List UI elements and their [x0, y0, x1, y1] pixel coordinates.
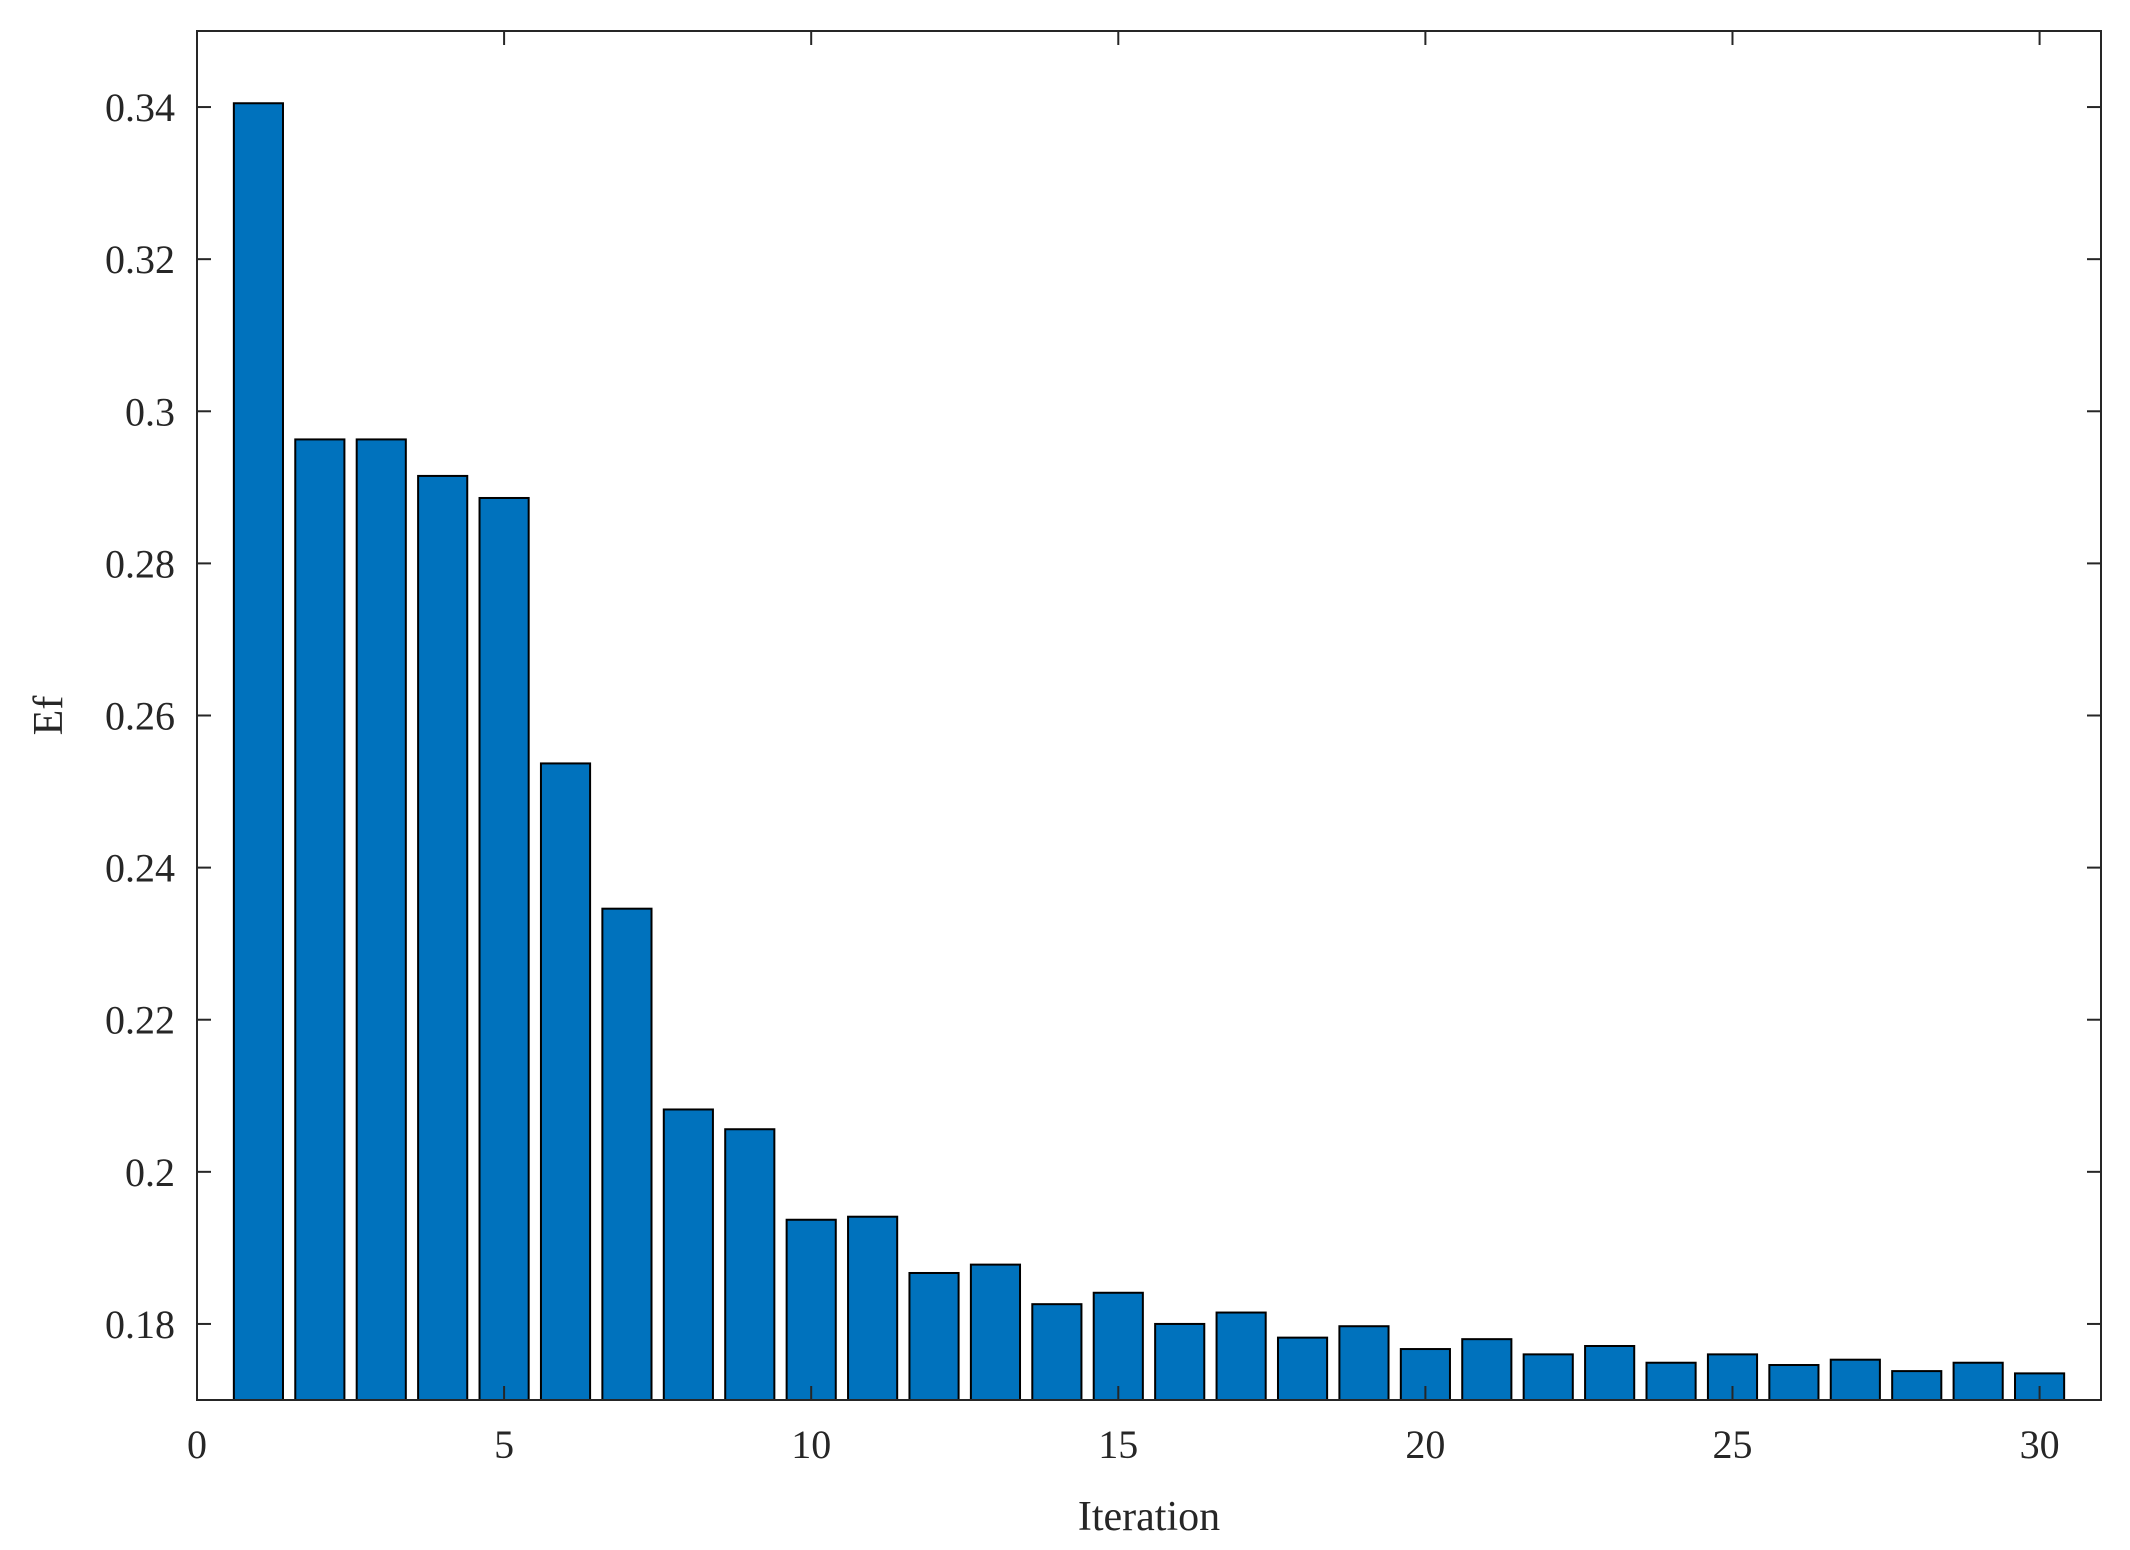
bar-iteration-10: [785, 1218, 837, 1401]
bar-iteration-4: [417, 474, 469, 1401]
ticks-layer: [196, 31, 2101, 1400]
bar-iteration-1: [232, 102, 284, 1401]
y-tick-label: 0.24: [105, 846, 175, 891]
bar-iteration-16: [1154, 1322, 1206, 1401]
x-tick-label: 30: [2020, 1422, 2060, 1467]
y-axis-label: Ef: [26, 696, 72, 736]
x-tick-label: 20: [1405, 1422, 1445, 1467]
bar-iteration-23: [1584, 1345, 1636, 1401]
x-tick-label: 25: [1712, 1422, 1752, 1467]
bar-iteration-2: [294, 438, 346, 1402]
bar-iteration-12: [908, 1271, 960, 1401]
bar-iteration-8: [662, 1108, 714, 1401]
y-tick-label: 0.32: [105, 237, 175, 282]
bar-iteration-15: [1092, 1291, 1144, 1402]
bar-iteration-17: [1215, 1311, 1267, 1402]
bar-iteration-26: [1768, 1364, 1820, 1402]
bar-iteration-9: [724, 1128, 776, 1401]
bar-iteration-11: [847, 1215, 899, 1401]
y-tick-label: 0.22: [105, 998, 175, 1043]
y-tick-label: 0.3: [125, 389, 175, 434]
bar-iteration-5: [478, 496, 530, 1402]
bar-iteration-27: [1829, 1358, 1881, 1401]
x-tick-label: 5: [494, 1422, 514, 1467]
bar-iteration-28: [1891, 1370, 1943, 1401]
y-tick-label: 0.2: [125, 1150, 175, 1195]
x-axis-label: Iteration: [1078, 1494, 1220, 1540]
bar-iteration-22: [1522, 1353, 1574, 1401]
y-tick-label: 0.18: [105, 1302, 175, 1347]
bar-iteration-19: [1338, 1325, 1390, 1401]
bar-iteration-14: [1031, 1303, 1083, 1402]
bar-iteration-24: [1645, 1361, 1697, 1401]
bar-iteration-6: [539, 762, 592, 1401]
bar-iteration-18: [1276, 1336, 1329, 1402]
bar-iteration-29: [1952, 1361, 2004, 1401]
y-tick-label: 0.26: [105, 694, 175, 739]
bar-iteration-21: [1461, 1338, 1513, 1402]
y-tick-label: 0.34: [105, 85, 175, 130]
x-tick-label: 10: [791, 1422, 831, 1467]
tick-labels-layer: 0 5 10 15 20 25 30 0.18 0.2 0.22 0.24 0.26 0.28 0.3 0.…: [105, 85, 2060, 1467]
bars-layer: [232, 102, 2066, 1402]
bar-iteration-13: [969, 1263, 1022, 1401]
x-tick-label: 15: [1098, 1422, 1138, 1467]
x-tick-label: 0: [187, 1422, 207, 1467]
bar-iteration-7: [601, 907, 653, 1401]
y-tick-label: 0.28: [105, 541, 175, 586]
bar-iteration-3: [355, 438, 407, 1402]
